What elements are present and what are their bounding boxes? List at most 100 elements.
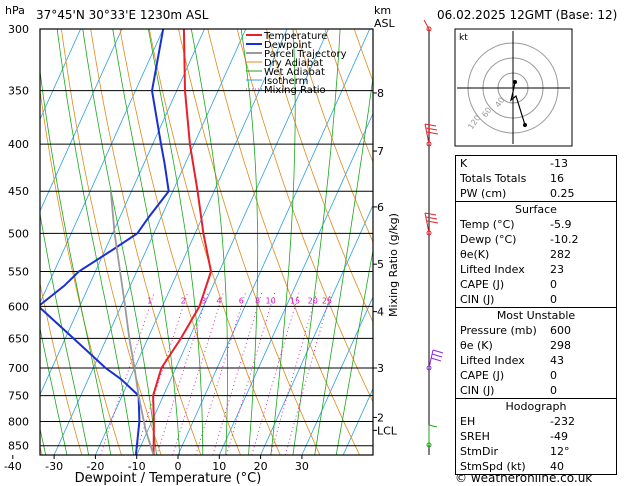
dry-adiabat-line (90, 29, 202, 455)
isotherm-line (177, 29, 371, 455)
wet-adiabat-line (292, 29, 341, 455)
pressure-tick-label: 400 (8, 138, 29, 151)
mixing-ratio-line (195, 292, 246, 455)
wet-adiabat-line (335, 248, 373, 455)
mixing-ratio-line (172, 292, 224, 455)
isotherm-line (40, 29, 205, 396)
km-label: km (374, 4, 391, 17)
mixing-ratio-axis-label: Mixing Ratio (g/kg) (387, 213, 400, 317)
most-unstable-title: Most Unstable (496, 309, 576, 322)
mixing-ratio-label: 2 (181, 296, 186, 305)
hodograph: kt 40 60 120 (454, 28, 573, 147)
isotherm-line (136, 29, 329, 455)
mixing-ratio-label: 25 (322, 296, 332, 305)
hodo-row: StmDir 12° (460, 445, 570, 458)
temperature-line (152, 29, 213, 455)
wind-barb (424, 212, 439, 236)
x-tick-label: -10 (128, 460, 146, 473)
x-tick-label: -40 (4, 460, 22, 473)
dry-adiabat-line (119, 29, 241, 455)
isotherm-line (40, 29, 164, 304)
wind-barb (423, 19, 432, 32)
pressure-tick-label: 750 (8, 390, 29, 403)
dry-adiabat-line (207, 29, 360, 455)
mu-row: Pressure (mb) 600 (460, 324, 571, 337)
mixing-ratio-line (225, 292, 276, 455)
legend-dry-adiabat: Dry Adiabat (264, 58, 323, 69)
pressure-tick-label: 500 (8, 227, 29, 240)
index-row-pw: PW (cm) 0.25 (460, 187, 575, 200)
surface-row: θe(K) 282 (460, 248, 571, 261)
hodo-row: SREH -49 (460, 430, 568, 443)
mixing-ratio-line (212, 292, 263, 455)
location-title: 37°45'N 30°33'E 1230m ASL (36, 8, 209, 22)
dry-adiabat-line (40, 87, 122, 455)
mixing-ratio-label: 4 (216, 296, 221, 305)
wet-adiabat-line (40, 68, 112, 455)
hodograph-section: Hodograph EH -232 SREH -49 StmDir 12° StmSp… (456, 398, 616, 474)
wet-adiabat-line (148, 29, 204, 455)
isotherm-line (40, 29, 81, 121)
mu-row: CAPE (J) 0 (460, 369, 557, 382)
mixing-ratio-label: 8 (255, 296, 260, 305)
hodo-row: StmSpd (kt) 40 (460, 460, 564, 473)
wet-adiabat-line (40, 326, 68, 455)
mixing-ratio-line (251, 292, 300, 455)
km-tick-label: LCL (377, 424, 398, 437)
x-tick-label: -20 (86, 460, 104, 473)
pressure-tick-label: 600 (8, 300, 29, 313)
isotherm-line (53, 29, 247, 455)
mixing-ratio-label: 6 (239, 296, 244, 305)
km-tick-label: 7 (377, 145, 384, 158)
km-tick-label: 8 (377, 87, 384, 100)
mixing-ratio-line (270, 292, 318, 455)
wet-adiabat-line (270, 29, 296, 455)
x-tick-label: 10 (212, 460, 226, 473)
wind-barb (424, 123, 439, 147)
wind-barb (426, 349, 444, 371)
mu-row: CIN (J) 0 (460, 384, 557, 397)
hodograph-point (523, 123, 527, 127)
dry-adiabat-line (40, 281, 83, 455)
dewpoint-line (40, 29, 170, 455)
plot-border (39, 28, 374, 456)
surface-row: CAPE (J) 0 (460, 278, 557, 291)
pressure-tick-label: 300 (8, 23, 29, 36)
surface-section: Surface Temp (°C) -5.9 Dewp (°C) -10.2 θe(… (456, 201, 616, 307)
most-unstable-section: Most Unstable Pressure (mb) 600 θe (K) 298… (456, 307, 616, 398)
legend-dewpoint: Dewpoint (264, 40, 312, 51)
legend-wet-adiabat: Wet Adiabat (264, 67, 325, 78)
legend: Temperature Dewpoint Parcel Trajectory D… (246, 31, 347, 96)
hodograph-trace (509, 81, 526, 126)
dry-adiabat-line (148, 29, 281, 455)
isotherm-line (40, 29, 123, 212)
isotherm-line (260, 204, 373, 455)
pressure-tick-label: 350 (8, 85, 29, 98)
pressure-tick-label: 450 (8, 185, 29, 198)
pressure-tick-label: 650 (8, 332, 29, 345)
mixing-ratio-label: 15 (290, 296, 300, 305)
wet-adiabat-line (314, 75, 373, 455)
x-tick-label: -30 (45, 460, 63, 473)
dry-adiabat-line (236, 29, 373, 403)
x-tick-label: 0 (175, 460, 182, 473)
pressure-tick-label: 550 (8, 266, 29, 279)
legend-parcel: Parcel Trajectory (264, 49, 347, 60)
km-tick-label: 4 (377, 306, 384, 319)
surface-title: Surface (515, 203, 557, 216)
mu-row: Lifted Index 43 (460, 354, 564, 367)
wind-profile (423, 19, 444, 455)
legend-mixing-ratio: Mixing Ratio (264, 85, 326, 96)
hodograph-kt-label: kt (459, 33, 468, 43)
legend-isotherm: Isotherm (264, 76, 308, 87)
plot-frame (39, 28, 374, 456)
mixing-ratio-label: 3 (201, 296, 206, 305)
axis-labels: 300350400450500550600650700750800850-40-… (4, 23, 398, 473)
wet-adiabat-line (190, 29, 228, 455)
x-tick-label: 30 (295, 460, 309, 473)
km-tick-label: 5 (377, 258, 384, 271)
x-axis-label: Dewpoint / Temperature (°C) (75, 471, 262, 486)
mixing-ratio-line (284, 292, 332, 455)
index-row-totals: Totals Totals 16 (460, 172, 564, 185)
